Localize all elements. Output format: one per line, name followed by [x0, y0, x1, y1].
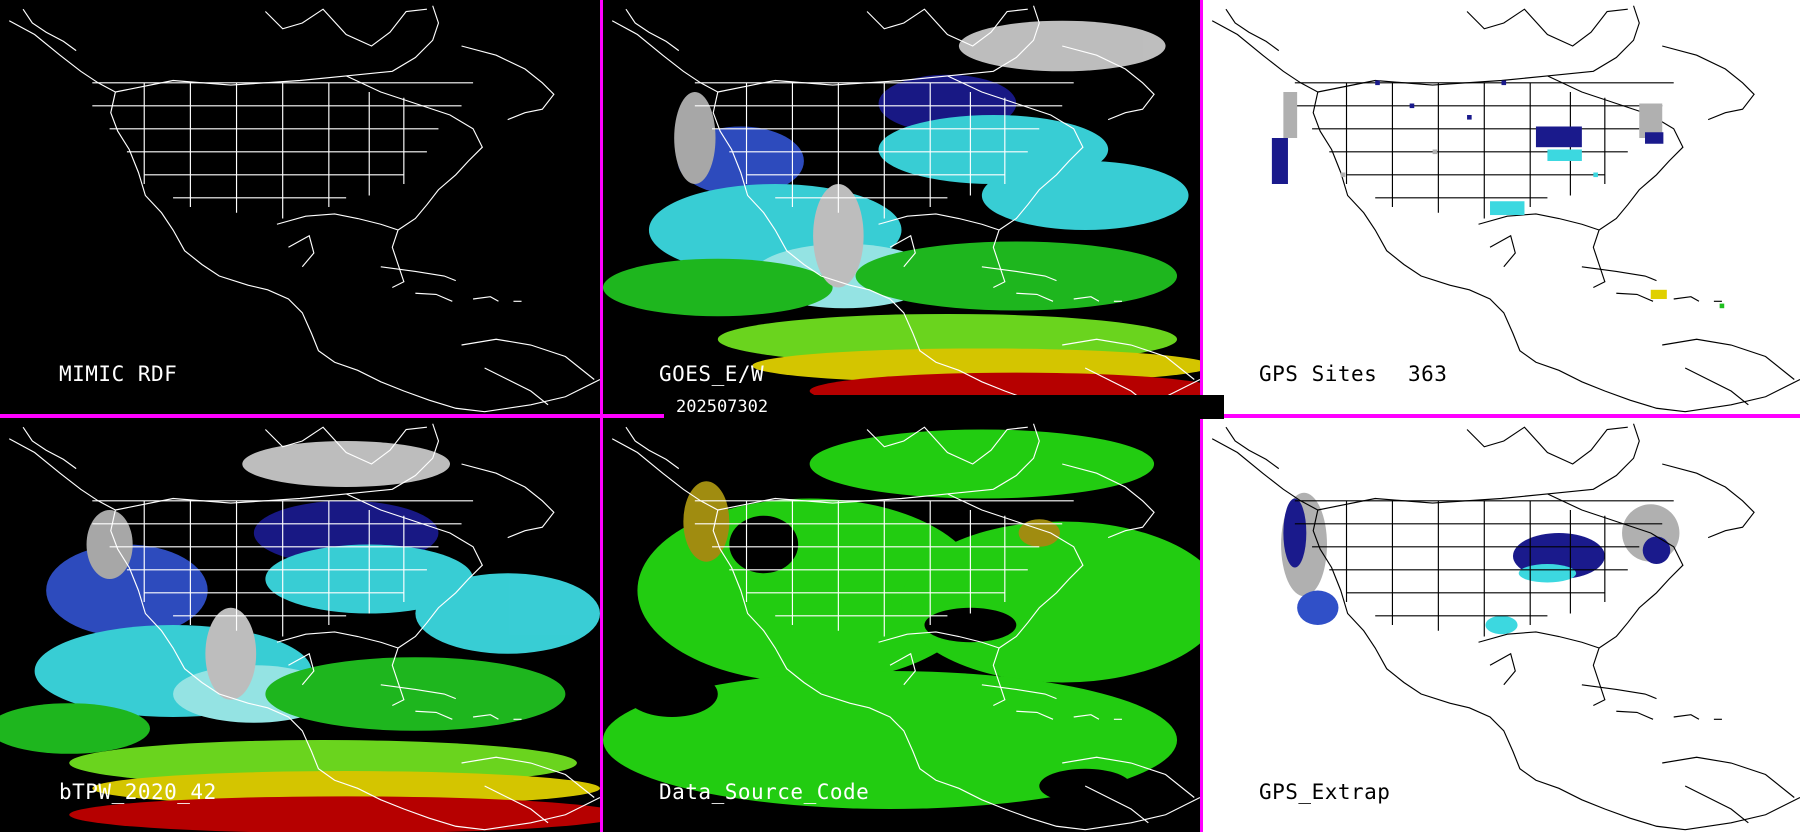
map-btpw: [0, 423, 600, 832]
panel-goes-ew: GOES_E/W: [603, 0, 1200, 414]
tpw-field: [603, 20, 1200, 410]
panel-label-btpw: bTPW_2020_42: [59, 780, 217, 804]
map-data-source-code: [603, 423, 1200, 831]
gps-site-count: 363: [1408, 362, 1448, 386]
panel-label-gps-extrap: GPS_Extrap: [1259, 780, 1391, 804]
panel-data-source-code: Data_Source_Code: [603, 418, 1200, 832]
timestamp: 202507302: [676, 397, 769, 417]
gps-site-markers: [1271, 80, 1725, 309]
panel-gps-extrap: GPS_Extrap: [1203, 418, 1800, 832]
timestamp-bar: 202507302: [664, 395, 1224, 419]
map-gps-sites: [1211, 5, 1800, 413]
map-mimic-rdf: [8, 5, 600, 413]
panel-label-goes-ew: GOES_E/W: [659, 362, 765, 386]
map-goes-ew: [603, 5, 1200, 413]
panel-label-data-source-code: Data_Source_Code: [659, 780, 870, 804]
panel-gps-sites: GPS Sites 363: [1203, 0, 1800, 414]
map-gps-extrap: [1211, 423, 1800, 831]
panel-btpw: bTPW_2020_42: [0, 418, 600, 832]
panel-mimic-rdf: MIMIC RDF: [0, 0, 600, 414]
gps-extrap-field: [1281, 492, 1680, 635]
panel-label-mimic-rdf: MIMIC RDF: [59, 362, 178, 386]
tpw-field: [0, 441, 600, 832]
data-source-field: [603, 429, 1200, 809]
panel-label-gps-sites: GPS Sites: [1259, 362, 1378, 386]
